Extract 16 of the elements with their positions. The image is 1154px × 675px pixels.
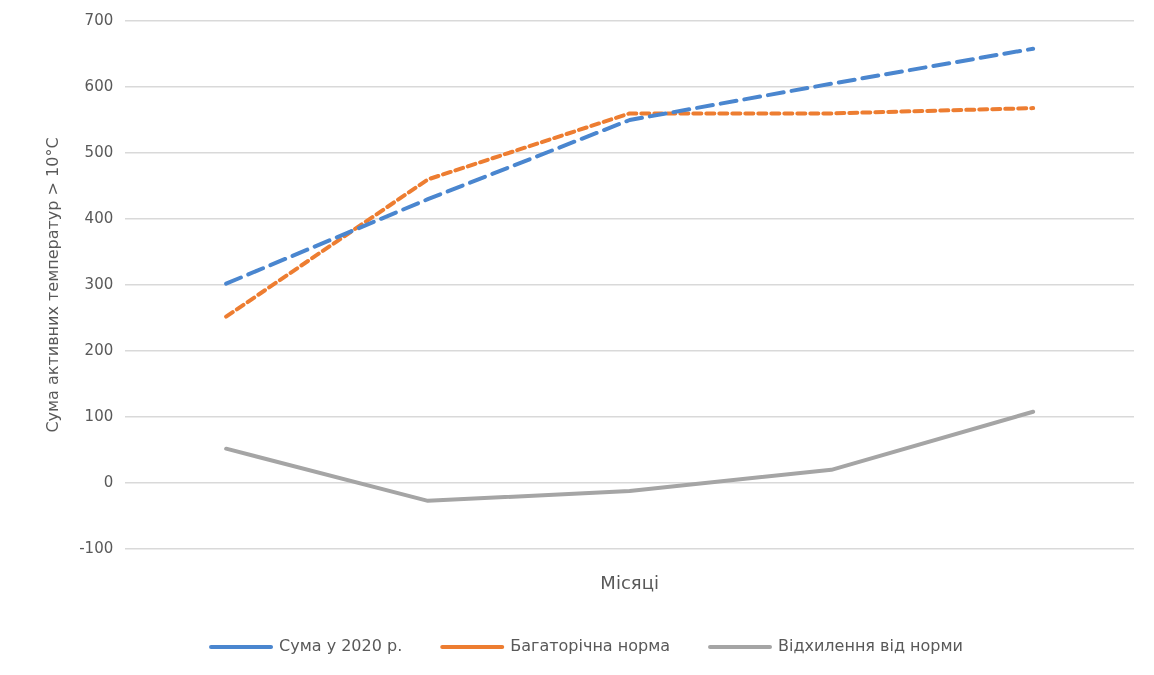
y-tick-label: 200: [84, 340, 114, 359]
y-tick-label: 300: [84, 274, 114, 293]
legend-label: Відхилення від норми: [778, 636, 963, 656]
y-tick-label: 400: [84, 208, 114, 227]
y-tick-label: 0: [103, 472, 114, 491]
line-series: [224, 106, 1036, 319]
y-axis-title: Сума активних температур > 10°С: [42, 137, 62, 433]
x-axis-title: Місяці: [600, 571, 659, 593]
y-tick-label: 100: [84, 406, 114, 425]
line-series: [224, 46, 1036, 286]
legend-label: Багаторічна норма: [510, 636, 671, 656]
y-tick-label: 600: [84, 76, 114, 95]
y-tick-label: 500: [84, 142, 114, 161]
y-tick-label: 700: [84, 10, 114, 29]
y-tick-label: -100: [79, 538, 114, 557]
legend-label: Сума у 2020 р.: [279, 636, 403, 656]
